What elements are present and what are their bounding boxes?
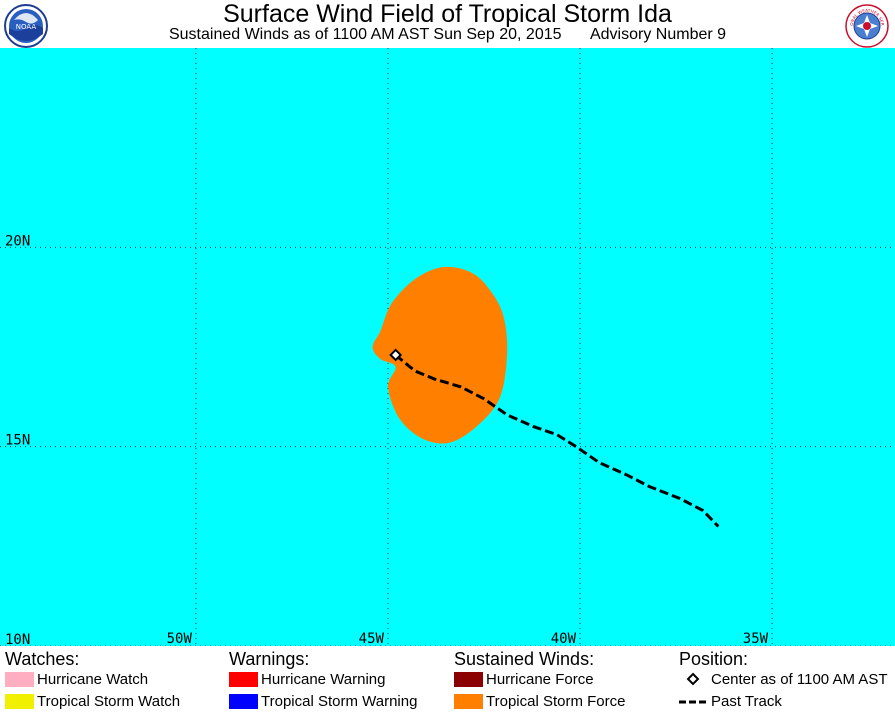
wind-field-map: 20N 15N 10N 50W 45W 40W 35W: [0, 48, 895, 646]
map-title: Surface Wind Field of Tropical Storm Ida: [223, 0, 672, 28]
hurricane-watch-label: Hurricane Watch: [37, 671, 149, 688]
tropical-storm-warning-swatch: [229, 694, 258, 709]
tropical-storm-watch-label: Tropical Storm Watch: [37, 693, 181, 710]
latitude-label: 15N: [5, 433, 30, 449]
legend: Watches: Warnings: Sustained Winds: Posi…: [0, 646, 895, 716]
center-label: Center as of 1100 AM AST: [711, 671, 888, 688]
longitude-label: 50W: [167, 631, 193, 646]
legend-warnings-heading: Warnings:: [229, 649, 310, 669]
past-track-line: [394, 353, 720, 528]
legend-position-heading: Position:: [679, 649, 749, 669]
header: NOAA Surface Wind Field of Tropical Stor…: [0, 0, 895, 48]
center-diamond-icon: [686, 672, 700, 686]
map-subtitle: Sustained Winds as of 1100 AM AST Sun Se…: [0, 25, 895, 45]
longitude-label: 40W: [551, 631, 577, 646]
noaa-logo-text: NOAA: [16, 23, 37, 31]
storm-center-marker: [389, 348, 403, 362]
longitude-label: 45W: [359, 631, 385, 646]
legend-watches-heading: Watches:: [5, 649, 80, 669]
hurricane-force-swatch: [454, 672, 483, 687]
advisory-time: Sustained Winds as of 1100 AM AST Sun Se…: [168, 26, 562, 43]
nws-logo: NATIONAL WEATHER SERVICE: [845, 4, 889, 48]
past-track-label: Past Track: [711, 693, 782, 710]
longitude-label: 35W: [743, 631, 769, 646]
hurricane-warning-label: Hurricane Warning: [261, 671, 386, 688]
tropical-storm-force-label: Tropical Storm Force: [486, 693, 626, 710]
noaa-logo: NOAA: [4, 4, 48, 48]
tropical-storm-force-wind-area: [372, 266, 508, 444]
latitude-label: 10N: [5, 632, 30, 646]
tropical-storm-watch-swatch: [5, 694, 34, 709]
past-track-line-icon: [679, 700, 709, 704]
latitude-label: 20N: [5, 233, 30, 249]
hurricane-watch-swatch: [5, 672, 34, 687]
hurricane-force-label: Hurricane Force: [486, 671, 594, 688]
hurricane-warning-swatch: [229, 672, 258, 687]
legend-winds-heading: Sustained Winds:: [454, 649, 595, 669]
tropical-storm-warning-label: Tropical Storm Warning: [261, 693, 418, 710]
tropical-storm-force-swatch: [454, 694, 483, 709]
advisory-number: Advisory Number 9: [589, 26, 727, 43]
